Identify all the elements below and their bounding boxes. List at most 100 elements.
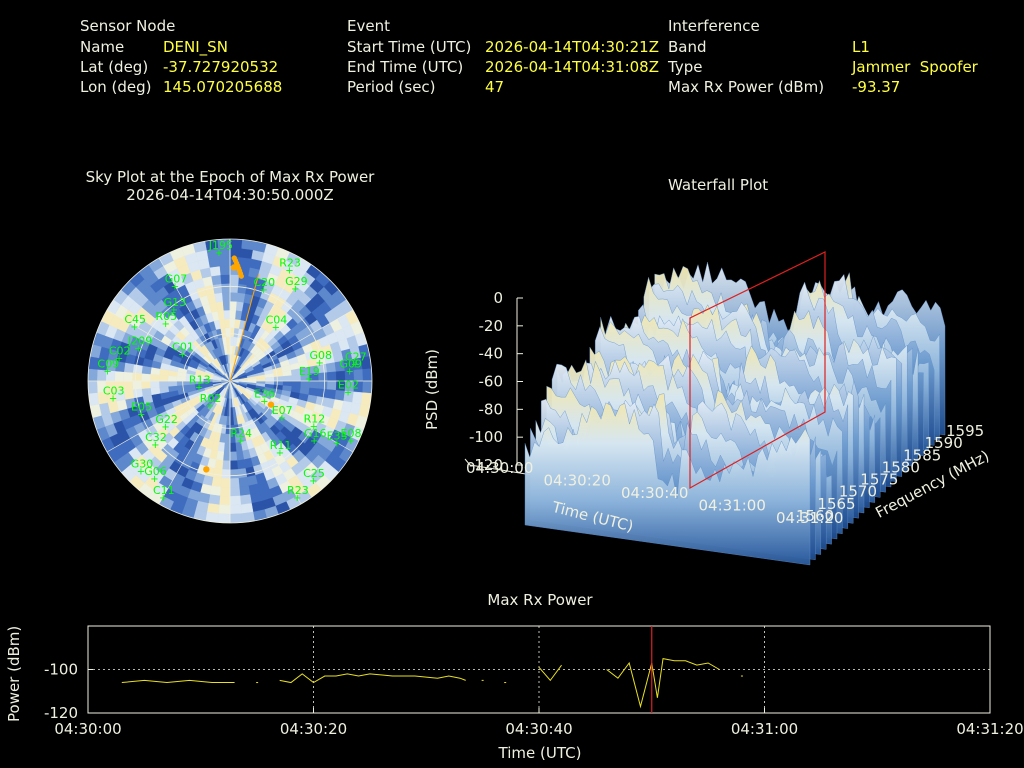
skyplot-cell — [135, 278, 151, 294]
skyplot-cell — [109, 314, 123, 329]
skyplot-cell — [192, 453, 203, 465]
satellite-plus: + — [310, 421, 318, 432]
skyplot-cell — [263, 346, 274, 356]
skyplot-cell — [283, 406, 295, 417]
satellite-plus: + — [344, 387, 352, 398]
skyplot-cell — [124, 397, 136, 409]
waterfall-ridge — [632, 303, 919, 462]
skyplot-cell — [89, 403, 102, 418]
skyplot-cell — [98, 402, 111, 416]
skyplot-cell — [229, 318, 236, 329]
skyplot-cell — [117, 318, 131, 333]
skyplot-cell — [109, 433, 123, 448]
skyplot-cell — [157, 426, 170, 439]
skyplot-cell — [285, 496, 302, 510]
skyplot-cell — [123, 371, 133, 382]
waterfall-time-tick — [542, 471, 548, 478]
skyplot-cell — [300, 271, 316, 287]
skyplot-cell — [315, 474, 331, 491]
skyplot-cell — [171, 354, 182, 364]
skyplot-cell — [263, 418, 275, 429]
skyplot-cell — [240, 503, 254, 514]
skyplot-cell — [154, 299, 168, 313]
skyplot-cell — [324, 451, 340, 467]
skyplot-cell — [194, 424, 204, 436]
skyplot-cell — [318, 372, 328, 382]
waterfall-time-tick — [697, 496, 703, 503]
skyplot-cell — [253, 365, 264, 373]
skyplot-cell — [229, 380, 240, 382]
skyplot-cell — [260, 319, 272, 331]
skyplot-cell — [135, 306, 149, 321]
skyplot-cell — [254, 387, 265, 394]
skyplot-cell — [242, 449, 251, 460]
skyplot-cell — [232, 364, 238, 374]
satellite-marker: +C11 — [153, 484, 175, 504]
skyplot-cell — [161, 455, 175, 469]
skyplot-cell — [270, 411, 282, 422]
skyplot-cell — [257, 269, 270, 282]
skyplot-cell — [158, 496, 175, 510]
waterfall-z-tick-label: 0 — [493, 289, 503, 307]
skyplot-cell — [173, 493, 188, 507]
skyplot-cell — [195, 249, 209, 262]
skyplot-cell — [124, 353, 136, 365]
skyplot-cell — [223, 406, 228, 417]
skyplot-cell — [229, 495, 242, 506]
skyplot-cell — [235, 355, 242, 366]
skyplot-cell — [280, 300, 294, 314]
skyplot-cell — [243, 457, 254, 469]
skyplot-cell — [179, 395, 191, 404]
skyplot-cell — [302, 408, 314, 419]
skyplot-cell — [229, 371, 231, 382]
skyplot-cell — [238, 357, 246, 367]
skyplot-cell — [228, 371, 231, 382]
skyplot-cell — [263, 300, 275, 313]
skyplot-cell — [273, 420, 285, 432]
skyplot-cell — [246, 399, 256, 409]
skyplot-cell — [236, 459, 246, 470]
skyplot-cell — [241, 412, 250, 423]
skyplot-cell — [133, 396, 145, 407]
satellite-marker: +C45 — [124, 313, 146, 333]
satellite-marker: +R23 — [287, 484, 309, 504]
skyplot-cell — [250, 314, 261, 325]
skyplot-cell — [185, 376, 195, 382]
skyplot-cell — [172, 308, 185, 321]
skyplot-cell — [152, 329, 165, 342]
skyplot-cell — [235, 450, 245, 461]
event-period-label: Period (sec) — [347, 78, 436, 96]
skyplot-cell — [237, 423, 245, 434]
waterfall-freq-tick-label: 1590 — [925, 434, 963, 452]
skyplot-cell — [229, 380, 234, 390]
skyplot-cell — [89, 344, 102, 359]
skyplot-cell — [190, 269, 203, 282]
satellite-label: G07 — [165, 272, 188, 285]
skyplot-cell — [229, 372, 234, 382]
waterfall-ridge — [611, 314, 897, 483]
skyplot-cell — [206, 351, 216, 361]
power-series-line — [279, 673, 466, 684]
skyplot-cell — [233, 424, 240, 435]
skyplot-cell — [204, 369, 215, 376]
waterfall-z-tick-label: -60 — [479, 373, 504, 391]
waterfall-time-tick-label: 04:31:20 — [776, 509, 843, 527]
skyplot-cell — [273, 371, 284, 378]
skyplot-cell — [265, 380, 275, 386]
skyplot-cell — [176, 284, 190, 297]
skyplot-cell — [264, 243, 279, 257]
skyplot-cell — [222, 460, 231, 470]
satellite-plus: + — [291, 284, 299, 295]
skyplot-cell — [196, 365, 207, 373]
skyplot-cell — [271, 392, 282, 400]
skyplot-cell — [189, 308, 201, 320]
skyplot-cell — [226, 380, 231, 390]
skyplot-cell — [278, 398, 289, 408]
waterfall-freq-tick-label: 1575 — [860, 471, 898, 489]
satellite-marker: +G08 — [310, 349, 333, 369]
skyplot-cell — [211, 440, 220, 452]
skyplot-cell — [214, 414, 222, 425]
waterfall-freq-tick-label: 1585 — [903, 446, 941, 464]
skyplot-cell — [349, 402, 362, 416]
skyplot-cell — [214, 459, 224, 470]
